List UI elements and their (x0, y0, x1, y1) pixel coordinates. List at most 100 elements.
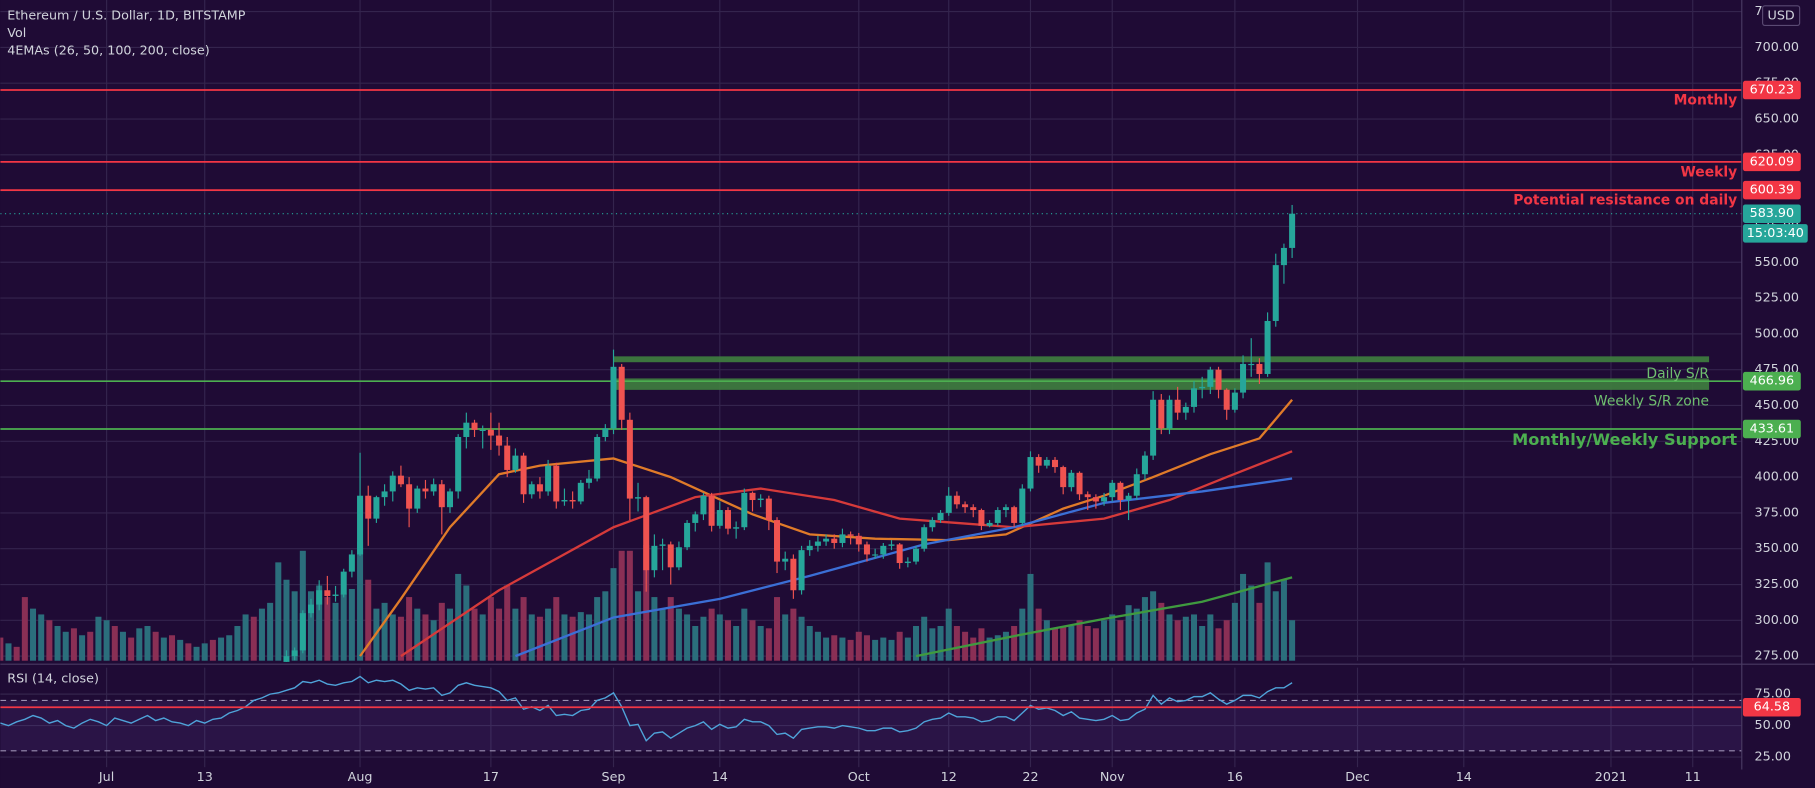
candle-body (929, 520, 936, 528)
candle-body (635, 497, 642, 499)
volume-bar (1256, 602, 1263, 661)
candle-body (953, 495, 960, 505)
candle-body (1117, 482, 1124, 501)
volume-bar (1133, 608, 1140, 661)
candle-body (602, 428, 609, 437)
candle-body (594, 436, 601, 479)
candle-body (487, 429, 494, 436)
price-panel (0, 89, 1742, 662)
candle-body (324, 590, 331, 596)
volume-bar (381, 602, 388, 661)
x-tick-label: 14 (712, 769, 728, 784)
candle-body (741, 492, 748, 528)
candle-body (479, 429, 486, 431)
volume-bar (234, 626, 241, 661)
rsi-panel (0, 675, 1742, 752)
volume-bar (1223, 620, 1230, 661)
volume-bar (348, 588, 355, 661)
volume-bar (929, 628, 936, 661)
candle-body (986, 522, 993, 526)
candle-body (545, 465, 552, 492)
x-tick-label: Jul (98, 769, 114, 784)
volume-bar (5, 643, 12, 661)
rsi-tick-label: 25.00 (1755, 749, 1791, 764)
level-tag (1742, 152, 1801, 172)
x-tick-label: Dec (1345, 769, 1370, 784)
volume-bar (708, 608, 715, 661)
candle-body (1174, 399, 1181, 413)
volume-bar (111, 626, 118, 661)
sr-zone (613, 378, 1710, 390)
candle-body (684, 522, 691, 548)
volume-bar (389, 614, 396, 661)
candle-body (496, 435, 503, 446)
volume-bar (79, 635, 86, 661)
candle-body (1166, 399, 1173, 429)
volume-bar (144, 626, 151, 661)
candle-body (438, 484, 445, 508)
volume-bar (1027, 573, 1034, 661)
candle-body (700, 495, 707, 515)
countdown-label: 15:03:40 (1747, 225, 1804, 240)
candle-body (798, 550, 805, 591)
candle-body (1019, 488, 1026, 523)
candle-body (348, 554, 355, 572)
currency-button[interactable] (1762, 5, 1801, 27)
rsi-title: RSI (14, close) (7, 671, 99, 686)
volume-bar (945, 608, 952, 661)
candle-body (536, 484, 543, 492)
level-tag-label: 600.39 (1750, 182, 1795, 197)
volume-bar (782, 614, 789, 661)
candle-body (962, 504, 969, 508)
volume-bar (1199, 626, 1206, 661)
volume-bar (152, 631, 159, 661)
candle-body (765, 498, 772, 521)
volume-bar (904, 637, 911, 661)
candle-body (1027, 457, 1034, 489)
volume-bar (177, 639, 184, 661)
volume-bar (258, 608, 265, 661)
volume-bar (201, 643, 208, 661)
candle-body (577, 482, 584, 502)
volume-bar (545, 608, 552, 661)
volume-bar (814, 631, 821, 661)
volume-bar (536, 616, 543, 661)
volume-bar (242, 614, 249, 661)
level-label: Monthly (1674, 92, 1738, 108)
volume-bar (675, 608, 682, 661)
y-tick-label: 650.00 (1755, 111, 1800, 126)
volume-bar (193, 646, 200, 661)
volume-bar (610, 568, 617, 661)
candle-body (1109, 482, 1116, 498)
volume-bar (1125, 605, 1132, 661)
y-tick-label: 500.00 (1755, 325, 1800, 340)
volume-bar (95, 616, 102, 661)
volume-bar (307, 591, 315, 661)
volume-bar (1084, 626, 1091, 661)
candle-body (1289, 213, 1296, 248)
volume-bar (626, 550, 633, 661)
ema-line (400, 450, 1293, 658)
y-tick-label: 300.00 (1755, 612, 1800, 627)
rsi-band (0, 700, 1742, 751)
volume-bar (103, 620, 110, 661)
zone-label: Weekly S/R zone (1594, 393, 1709, 409)
candle-body (888, 544, 895, 546)
volume-bar (749, 620, 756, 661)
x-tick-label: Nov (1100, 769, 1125, 784)
candle-body (904, 561, 911, 564)
candle-body (340, 571, 347, 595)
currency[interactable]: USD (1768, 8, 1795, 23)
candle-body (1158, 399, 1165, 429)
volume-bar (553, 597, 560, 661)
candle-body (414, 488, 421, 509)
volume-bar (438, 602, 445, 661)
candle-body (569, 500, 576, 502)
candle-body (1199, 386, 1206, 389)
volume-bar (585, 614, 592, 661)
volume-bar (880, 637, 887, 661)
volume-bar (1215, 628, 1222, 661)
volume-title: Vol (7, 25, 26, 40)
rsi-tick-label: 50.00 (1755, 717, 1791, 732)
